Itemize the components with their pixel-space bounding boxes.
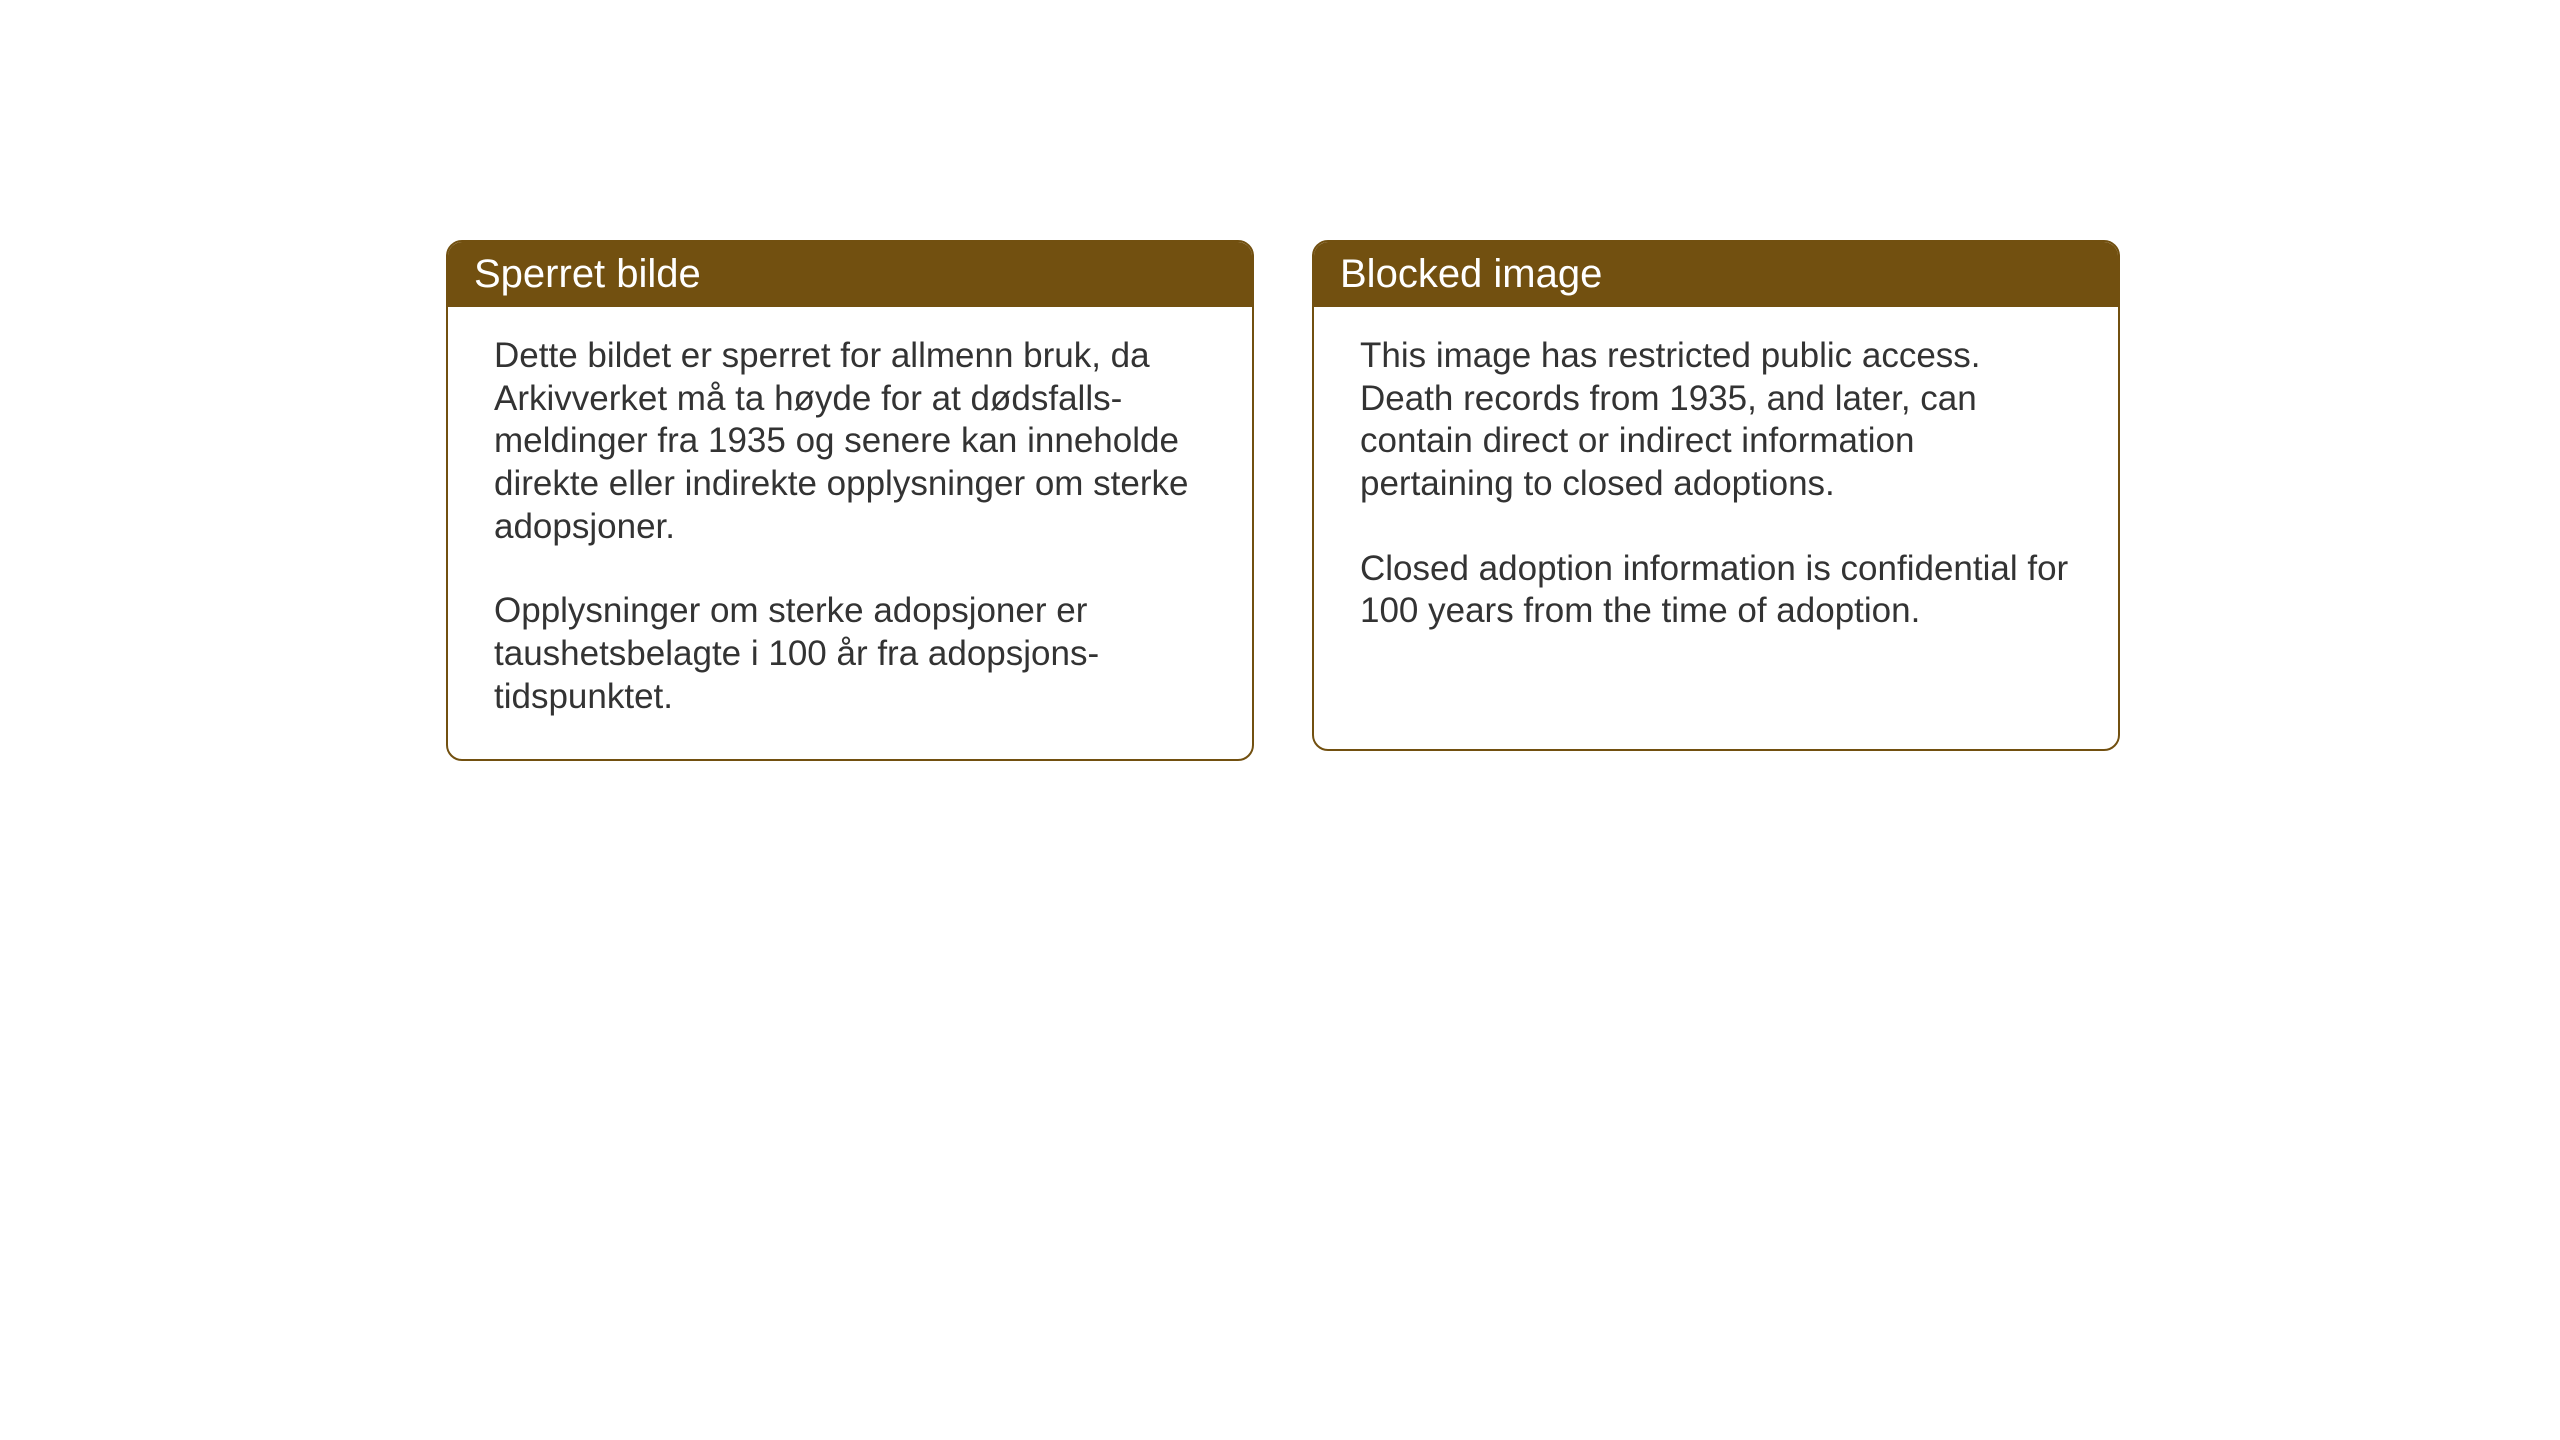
card-title-norwegian: Sperret bilde [474,252,701,296]
notice-card-english: Blocked image This image has restricted … [1312,240,2120,751]
notice-card-norwegian: Sperret bilde Dette bildet er sperret fo… [446,240,1254,761]
card-header-norwegian: Sperret bilde [448,242,1252,307]
card-paragraph-1-norwegian: Dette bildet er sperret for allmenn bruk… [494,335,1206,548]
notice-cards-container: Sperret bilde Dette bildet er sperret fo… [446,240,2120,761]
card-body-norwegian: Dette bildet er sperret for allmenn bruk… [448,307,1252,759]
card-header-english: Blocked image [1314,242,2118,307]
card-paragraph-1-english: This image has restricted public access.… [1360,335,2072,506]
card-title-english: Blocked image [1340,252,1602,296]
card-body-english: This image has restricted public access.… [1314,307,2118,673]
card-paragraph-2-norwegian: Opplysninger om sterke adopsjoner er tau… [494,590,1206,718]
card-paragraph-2-english: Closed adoption information is confident… [1360,548,2072,633]
